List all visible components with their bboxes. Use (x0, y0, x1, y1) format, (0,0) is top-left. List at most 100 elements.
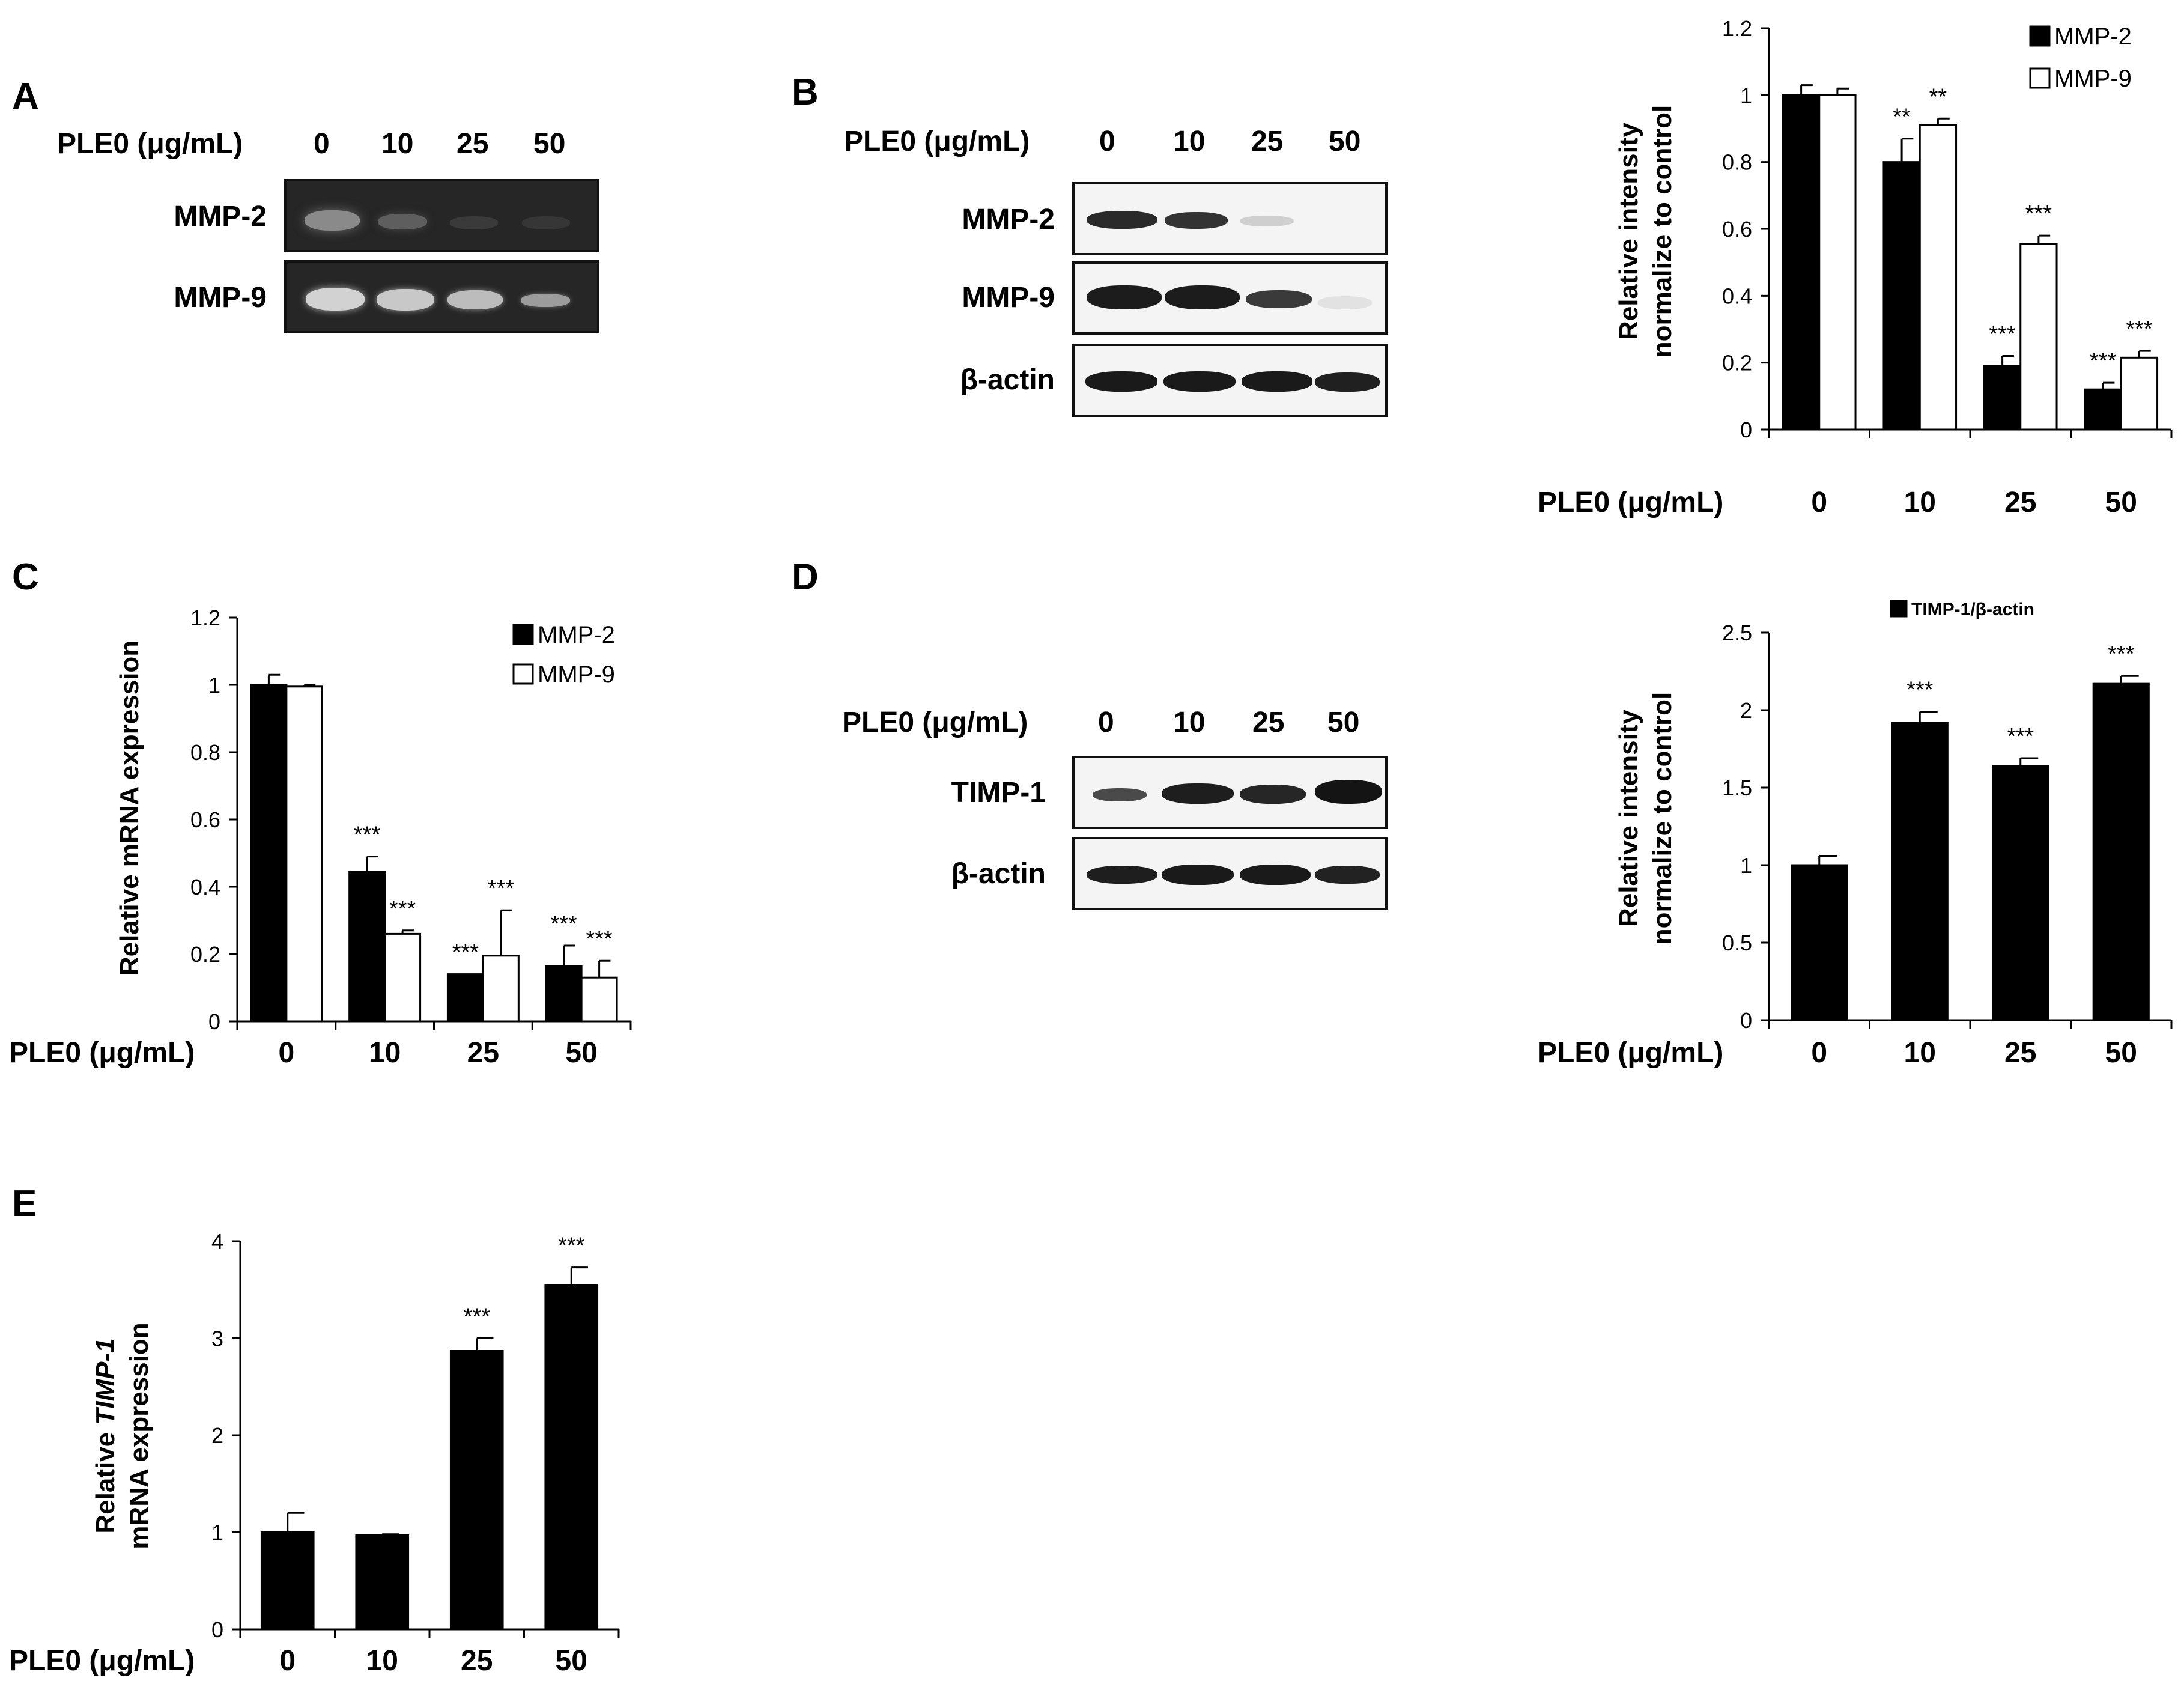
panel-a-lane-0: 0 (314, 128, 330, 160)
chart-d-legend-swatch (1890, 600, 1908, 618)
panel-a-label-mmp2: MMP-2 (174, 201, 267, 233)
chart-c-significance-label: *** (488, 876, 515, 901)
band (450, 216, 498, 229)
chart-c-legend-swatch (512, 663, 534, 685)
chart-e-bar (449, 1349, 504, 1631)
panel-b-label-actin: β-actin (960, 364, 1055, 396)
chart-e-y-title-line2: mRNA expression (124, 1322, 154, 1549)
band (1246, 290, 1312, 308)
panel-b-lane-0: 0 (1099, 126, 1115, 157)
band (1315, 372, 1380, 392)
panel-d-lane-25: 25 (1252, 707, 1285, 738)
panel-d-label-actin: β-actin (951, 858, 1046, 890)
chart-c-bar (348, 871, 386, 1023)
chart-c-significance-label: *** (550, 911, 577, 937)
band (447, 290, 503, 309)
panel-d-lane-header: PLE0 (μg/mL) (842, 707, 1028, 738)
chart-e-significance-label: *** (464, 1304, 491, 1330)
chart-b-bar (2120, 356, 2159, 431)
band (1162, 783, 1234, 804)
chart-b-bar (1782, 94, 1821, 431)
band (1165, 285, 1240, 309)
chart-c-significance-label: *** (354, 822, 381, 848)
chart-c-bar (250, 684, 288, 1023)
chart-b-ytick-label: 0.8 (1722, 150, 1752, 175)
band (305, 210, 360, 231)
panel-b-blot-mmp9 (1072, 261, 1388, 335)
band (1093, 788, 1147, 801)
panel-letter-d: D (792, 556, 819, 598)
chart-b-significance-label: *** (2126, 317, 2153, 342)
band (521, 294, 570, 307)
chart-b-ytick-label: 0.6 (1722, 217, 1752, 242)
chart-b-legend-label: MMP-9 (2054, 65, 2132, 92)
band (1240, 785, 1306, 804)
band (1087, 211, 1157, 229)
chart-e-x-title: PLE0 (μg/mL) (9, 1645, 195, 1677)
band (378, 214, 427, 229)
panel-letter-e: E (12, 1183, 37, 1224)
band (1315, 780, 1382, 804)
chart-b-bar (1919, 124, 1958, 431)
chart-d-legend-label: TIMP-1/β-actin (1911, 600, 2034, 619)
chart-b-bar (1882, 161, 1921, 431)
chart-b-ytick-label: 0 (1740, 418, 1752, 442)
panel-b-label-mmp2: MMP-2 (962, 204, 1055, 236)
band (522, 216, 570, 229)
chart-e-y-title-gene: TIMP-1 (91, 1338, 120, 1424)
band (1315, 866, 1380, 884)
panel-b-lane-50: 50 (1329, 126, 1361, 157)
chart-e-ytick-label: 1 (211, 1521, 223, 1545)
chart-c-bar (285, 685, 323, 1023)
chart-e-ytick-label: 2 (211, 1423, 223, 1448)
chart-e-ytick-label: 4 (211, 1229, 223, 1254)
chart-c-ytick-label: 0.4 (190, 875, 220, 899)
chart-b-significance-label: *** (2090, 348, 2117, 374)
chart-b-legend-label: MMP-2 (2054, 23, 2132, 50)
band (1163, 371, 1236, 392)
chart-c-y-title: Relative mRNA expression (115, 640, 144, 976)
chart-d-significance-label: *** (2007, 724, 2034, 749)
band (377, 289, 434, 311)
chart-d-y-title: Relative intensity (1614, 710, 1643, 927)
chart-b-significance-label: ** (1929, 84, 1947, 109)
panel-b-label-mmp9: MMP-9 (962, 282, 1055, 314)
chart-e-ytick-label: 0 (211, 1617, 223, 1642)
panel-b-blot-actin (1072, 344, 1388, 417)
chart-c-ytick-label: 0.8 (190, 740, 220, 765)
chart-b-y-title: Relative intensity (1614, 123, 1643, 340)
chart-b-ytick-label: 0.2 (1722, 351, 1752, 375)
chart-c-category-label: 50 (565, 1037, 597, 1069)
chart-c-x-title: PLE0 (μg/mL) (9, 1037, 195, 1069)
band (1242, 371, 1312, 392)
band (1240, 216, 1294, 226)
chart-c-bar (545, 965, 583, 1023)
chart-e-bar (544, 1284, 599, 1631)
chart-d-bar (2092, 682, 2150, 1021)
band (306, 288, 365, 311)
chart-e-category-label: 50 (556, 1645, 587, 1677)
chart-c-legend-label: MMP-9 (538, 661, 615, 688)
chart-c-ytick-label: 0.6 (190, 807, 220, 832)
chart-e-y-title: Relative TIMP-1 (91, 1338, 120, 1533)
chart-c-legend-swatch (512, 624, 534, 645)
panel-a-lane-header: PLE0 (μg/mL) (57, 128, 243, 160)
panel-letter-c: C (12, 556, 39, 598)
panel-a-lane-25: 25 (457, 128, 489, 160)
chart-b-bar (1983, 365, 2022, 431)
chart-c-significance-label: *** (452, 940, 479, 965)
chart-b-bar (1818, 94, 1857, 431)
chart-c-category-label: 10 (369, 1037, 401, 1069)
panel-a-lane-10: 10 (381, 128, 414, 160)
chart-c-category-label: 25 (467, 1037, 499, 1069)
panel-b-lane-25: 25 (1251, 126, 1284, 157)
chart-d-bar (1992, 765, 2049, 1021)
chart-c-ytick-label: 0.2 (190, 942, 220, 967)
band (1162, 865, 1234, 885)
chart-c-ytick-label: 1.2 (190, 606, 220, 630)
panel-d-lane-50: 50 (1327, 707, 1360, 738)
chart-c-bar (384, 932, 422, 1023)
panel-a-label-mmp9: MMP-9 (174, 282, 267, 314)
chart-b-ytick-label: 1.2 (1722, 16, 1752, 41)
